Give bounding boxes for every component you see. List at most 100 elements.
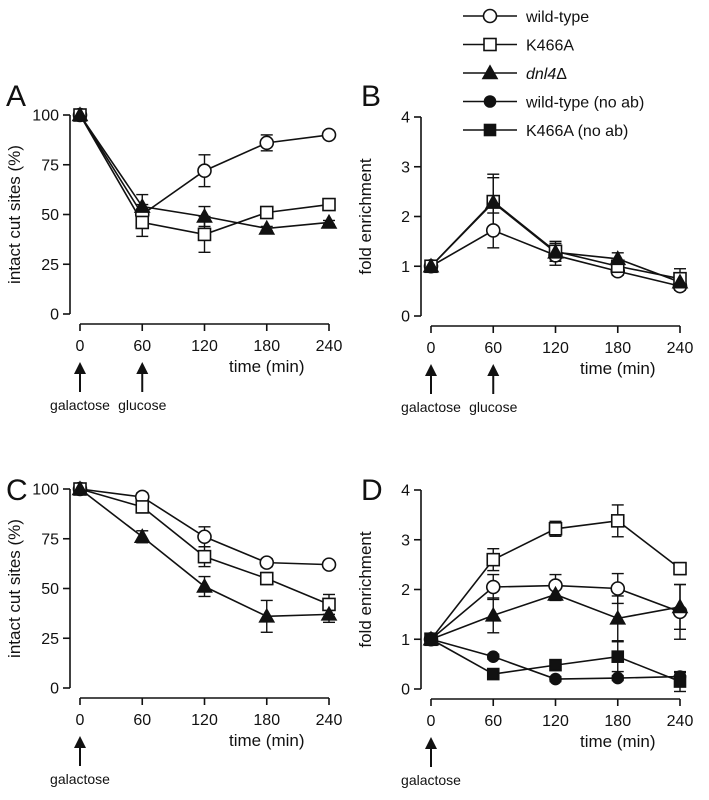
x-tick-label: 180	[604, 340, 631, 357]
x-tick-label: 60	[133, 338, 151, 355]
x-tick-label: 240	[316, 712, 343, 729]
panel-c: C 0 25 50 75 100 0 60 120 180 240 intact cut sites …	[5, 474, 342, 787]
legend-label: K466A (no ab)	[526, 123, 628, 140]
annotation-label: galactose	[50, 771, 110, 787]
legend-entry: dnl4Δ	[463, 64, 567, 83]
data-point	[197, 549, 212, 564]
data-point	[549, 658, 562, 672]
data-point	[485, 579, 501, 595]
series-line	[430, 593, 681, 640]
arrow-head-icon	[425, 364, 437, 376]
y-tick-label: 25	[41, 631, 59, 648]
panel-label: B	[361, 80, 381, 113]
x-tick-label: 120	[542, 340, 569, 357]
panel-label: A	[6, 80, 26, 113]
x-tick-label: 180	[604, 713, 631, 730]
y-tick-label: 50	[41, 207, 59, 224]
data-point	[258, 219, 276, 235]
legend-entry: K466A	[463, 38, 574, 55]
y-tick-label: 0	[50, 307, 59, 324]
y-tick-label: 100	[32, 108, 59, 125]
data-point	[610, 581, 626, 596]
x-tick-label: 0	[427, 340, 436, 357]
legend-label: wild-type (no ab)	[525, 95, 644, 112]
data-point	[611, 650, 625, 663]
series-lines	[430, 520, 681, 683]
panel-a: A 0 25 50 75 100 0 60 120 180 240 intact cut sites …	[5, 80, 342, 413]
data-point	[196, 577, 213, 593]
y-tick-label: 100	[32, 482, 59, 499]
data-point	[673, 675, 687, 688]
annotation-label: galactose	[401, 772, 461, 788]
x-tick-label: 120	[191, 712, 218, 729]
y-tick-label: 0	[401, 309, 410, 326]
x-tick-label: 180	[253, 338, 280, 355]
data-point	[609, 250, 627, 266]
panel-label: D	[361, 474, 383, 507]
data-point	[71, 106, 89, 122]
arrow-head-icon	[136, 362, 149, 374]
data-point	[197, 529, 212, 545]
data-point	[322, 197, 336, 212]
data-point	[133, 197, 151, 213]
x-axis-label: time (min)	[229, 357, 305, 376]
data-point	[259, 135, 275, 151]
x-tick-label: 0	[427, 713, 436, 730]
x-tick-label: 240	[667, 340, 694, 357]
legend-marker	[481, 64, 499, 80]
x-tick-label: 0	[76, 338, 85, 355]
data-point	[259, 571, 274, 586]
data-point	[484, 606, 502, 622]
data-point	[484, 193, 502, 209]
data-point	[197, 227, 212, 242]
data-point	[258, 607, 276, 623]
x-tick-label: 180	[253, 712, 280, 729]
data-point	[196, 207, 213, 223]
legend-marker	[483, 123, 497, 137]
data-point	[259, 555, 275, 570]
legend-entry: K466A (no ab)	[463, 123, 628, 140]
markers	[71, 480, 338, 623]
data-point	[486, 552, 501, 567]
data-point	[135, 215, 150, 230]
data-point	[549, 672, 562, 686]
data-point	[485, 223, 501, 238]
data-point	[609, 609, 627, 625]
y-axis-label: fold enrichment	[356, 158, 375, 275]
x-tick-label: 240	[667, 713, 694, 730]
arrow-head-icon	[74, 736, 86, 748]
data-point	[422, 257, 440, 273]
arrow-head-icon	[74, 362, 86, 374]
annotation-label: glucose	[469, 399, 517, 415]
legend-label: wild-type	[525, 9, 589, 26]
y-tick-label: 3	[401, 159, 410, 176]
x-axis-label: time (min)	[580, 359, 656, 378]
x-tick-label: 0	[76, 712, 85, 729]
data-point	[610, 514, 625, 528]
y-tick-label: 1	[401, 632, 410, 649]
annotation-label: galactose	[50, 397, 110, 413]
data-point	[611, 671, 625, 685]
data-point	[547, 585, 564, 601]
data-point	[321, 557, 337, 572]
arrow-head-icon	[487, 364, 500, 376]
x-tick-label: 120	[191, 338, 218, 355]
legend-label: dnl4Δ	[526, 66, 567, 83]
data-point	[133, 528, 151, 544]
legend-marker	[483, 95, 497, 108]
legend-marker	[483, 37, 497, 52]
data-point	[486, 650, 500, 663]
y-tick-label: 3	[401, 532, 410, 549]
y-tick-label: 1	[401, 259, 410, 276]
panel-d: D 0 1 2 3 4 0 60 120 180 240 fold enrichment time (m…	[356, 474, 693, 788]
legend: wild-type K466A dnl4Δ wild-type (no ab) K466…	[463, 8, 644, 140]
markers	[422, 514, 689, 688]
legend-marker	[482, 8, 498, 24]
x-axis-label: time (min)	[229, 731, 305, 750]
x-tick-label: 120	[542, 713, 569, 730]
y-axis-label: intact cut sites (%)	[5, 145, 24, 284]
legend-label: K466A	[526, 38, 574, 55]
data-point	[197, 163, 212, 179]
